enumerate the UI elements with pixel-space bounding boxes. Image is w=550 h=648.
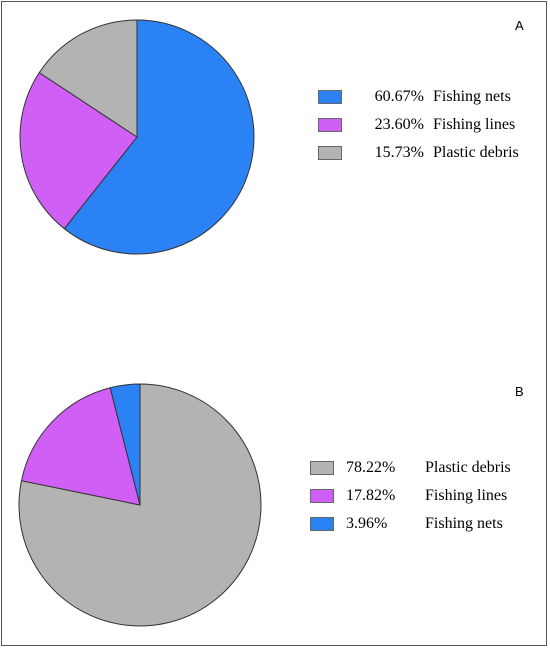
- legend-b: 78.22% Plastic debris 17.82% Fishing lin…: [310, 454, 511, 538]
- legend-percent: 17.82%: [346, 487, 396, 504]
- legend-percent: 60.67%: [374, 88, 424, 105]
- legend-percent: 23.60%: [374, 116, 424, 133]
- legend-entry: 17.82% Fishing lines: [310, 482, 511, 510]
- panel-label-b: B: [515, 384, 524, 399]
- legend-swatch: [310, 461, 334, 475]
- legend-entry: 60.67% Fishing nets: [318, 83, 519, 111]
- legend-a: 60.67% Fishing nets 23.60% Fishing lines…: [318, 83, 519, 167]
- pie-b-slice-fishing-nets: [109, 383, 141, 506]
- legend-swatch: [310, 489, 334, 503]
- legend-percent: 15.73%: [374, 144, 424, 161]
- pie-a-slice-fishing-nets: [63, 19, 255, 255]
- legend-label: Fishing lines: [425, 487, 508, 504]
- legend-entry: 23.60% Fishing lines: [318, 111, 519, 139]
- pie-a-slice-fishing-lines: [19, 71, 138, 230]
- panel-label-a: A: [515, 18, 524, 33]
- legend-swatch: [318, 90, 342, 104]
- legend-label: Plastic debris: [433, 144, 519, 161]
- legend-label: Fishing lines: [433, 116, 516, 133]
- legend-label: Plastic debris: [425, 459, 511, 476]
- legend-swatch: [318, 118, 342, 132]
- legend-entry: 78.22% Plastic debris: [310, 454, 511, 482]
- pie-b-slice-fishing-lines: [20, 387, 141, 506]
- legend-entry: 3.96% Fishing nets: [310, 510, 511, 538]
- legend-label: Fishing nets: [425, 515, 503, 532]
- legend-label: Fishing nets: [433, 88, 511, 105]
- pie-a-slice-plastic-debris: [38, 19, 138, 138]
- legend-swatch: [318, 146, 342, 160]
- legend-percent: 78.22%: [346, 459, 396, 476]
- legend-entry: 15.73% Plastic debris: [318, 139, 519, 167]
- legend-percent: 3.96%: [346, 515, 388, 532]
- legend-swatch: [310, 517, 334, 531]
